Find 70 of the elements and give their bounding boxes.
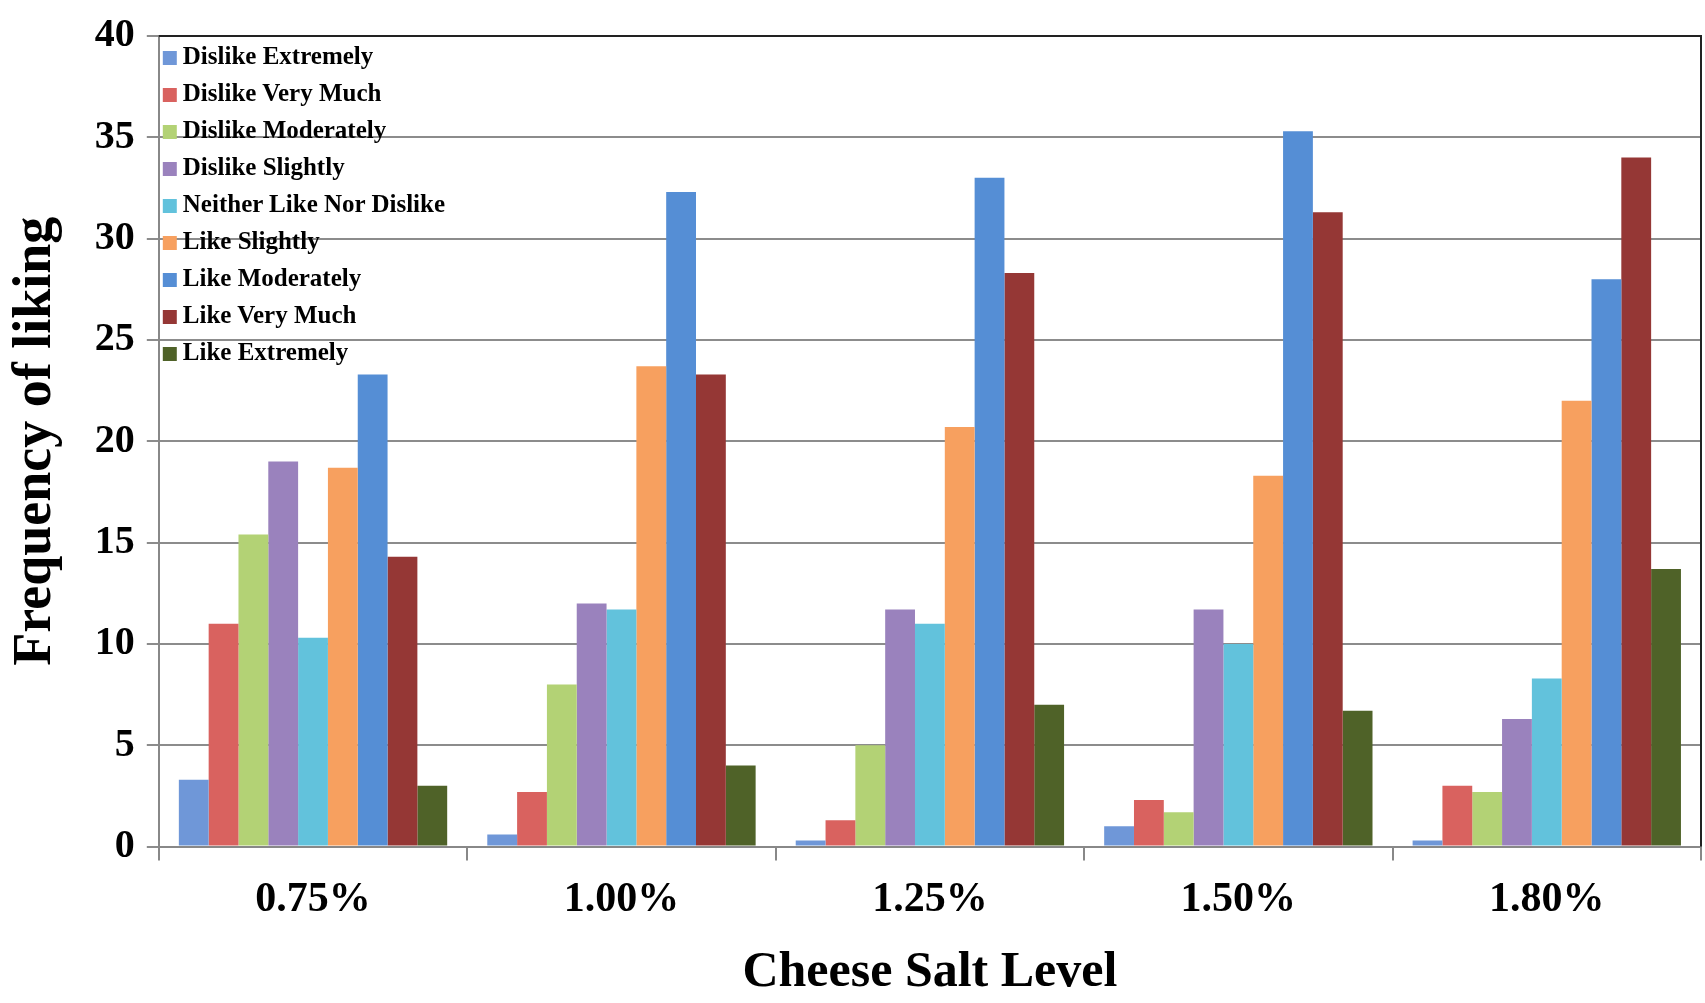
y-tick-label: 25	[94, 314, 135, 360]
bar	[327, 467, 358, 846]
legend-label: Like Extremely	[182, 338, 349, 366]
bar	[517, 791, 547, 846]
bar	[944, 427, 975, 846]
legend-label: Neither Like Nor Dislike	[182, 190, 446, 218]
x-tick-label: 1.50%	[1180, 873, 1297, 920]
bar	[1621, 157, 1652, 846]
x-axis-title: Cheese Salt Level	[742, 940, 1118, 997]
bar	[1412, 840, 1443, 846]
bar	[1442, 785, 1473, 846]
y-tick-label: 20	[94, 415, 135, 461]
bar	[576, 603, 607, 846]
legend-label: Dislike Moderately	[182, 116, 387, 144]
bar	[1004, 273, 1035, 846]
bar	[1253, 475, 1284, 846]
bar	[546, 684, 577, 846]
legend-label: Like Moderately	[182, 264, 362, 292]
bar	[606, 609, 637, 846]
bar	[885, 609, 915, 846]
bar	[1104, 826, 1134, 846]
bar	[1502, 718, 1532, 846]
bar	[268, 461, 299, 846]
y-tick-label: 30	[94, 212, 135, 258]
bar	[487, 834, 518, 846]
y-tick-label: 10	[94, 618, 135, 664]
y-tick-label: 35	[94, 111, 135, 157]
bar	[795, 840, 826, 846]
x-tick-label: 1.00%	[563, 873, 680, 920]
bar	[914, 623, 945, 846]
legend-label: Like Slightly	[182, 227, 321, 255]
bar	[417, 785, 448, 846]
bar	[1591, 279, 1622, 846]
bar	[178, 779, 209, 846]
bar	[696, 374, 726, 846]
bar	[298, 637, 328, 846]
y-tick-label: 40	[94, 10, 135, 56]
bar	[238, 534, 269, 846]
y-tick-label: 5	[114, 719, 135, 765]
bar	[855, 745, 886, 846]
bar	[1651, 568, 1681, 846]
bar	[1561, 400, 1592, 846]
bar	[1472, 791, 1503, 846]
bar	[636, 366, 667, 846]
y-tick-label: 15	[94, 516, 135, 562]
legend-label: Dislike Very Much	[182, 79, 382, 107]
y-tick-label: 0	[114, 820, 135, 866]
bar	[974, 177, 1005, 846]
bar	[1223, 643, 1254, 846]
bar	[1312, 212, 1343, 846]
bar	[666, 192, 696, 846]
legend-label: Like Very Much	[182, 301, 357, 329]
bar	[1531, 678, 1562, 846]
bar	[1034, 704, 1065, 846]
x-tick-label: 1.25%	[872, 873, 988, 920]
bar	[1193, 609, 1224, 846]
bar	[1133, 799, 1164, 846]
x-tick-label: 0.75%	[255, 873, 371, 920]
bar	[825, 820, 856, 846]
bar	[1283, 131, 1313, 846]
bar	[387, 556, 418, 846]
bar	[208, 623, 239, 846]
legend-label: Dislike Slightly	[182, 153, 346, 181]
x-tick-label: 1.80%	[1489, 873, 1605, 920]
legend-label: Dislike Extremely	[182, 42, 374, 70]
bar	[725, 765, 756, 846]
y-axis-title: Frequency of liking	[2, 216, 63, 666]
bar	[1163, 812, 1194, 846]
bar	[1342, 710, 1373, 846]
bar	[357, 374, 388, 846]
